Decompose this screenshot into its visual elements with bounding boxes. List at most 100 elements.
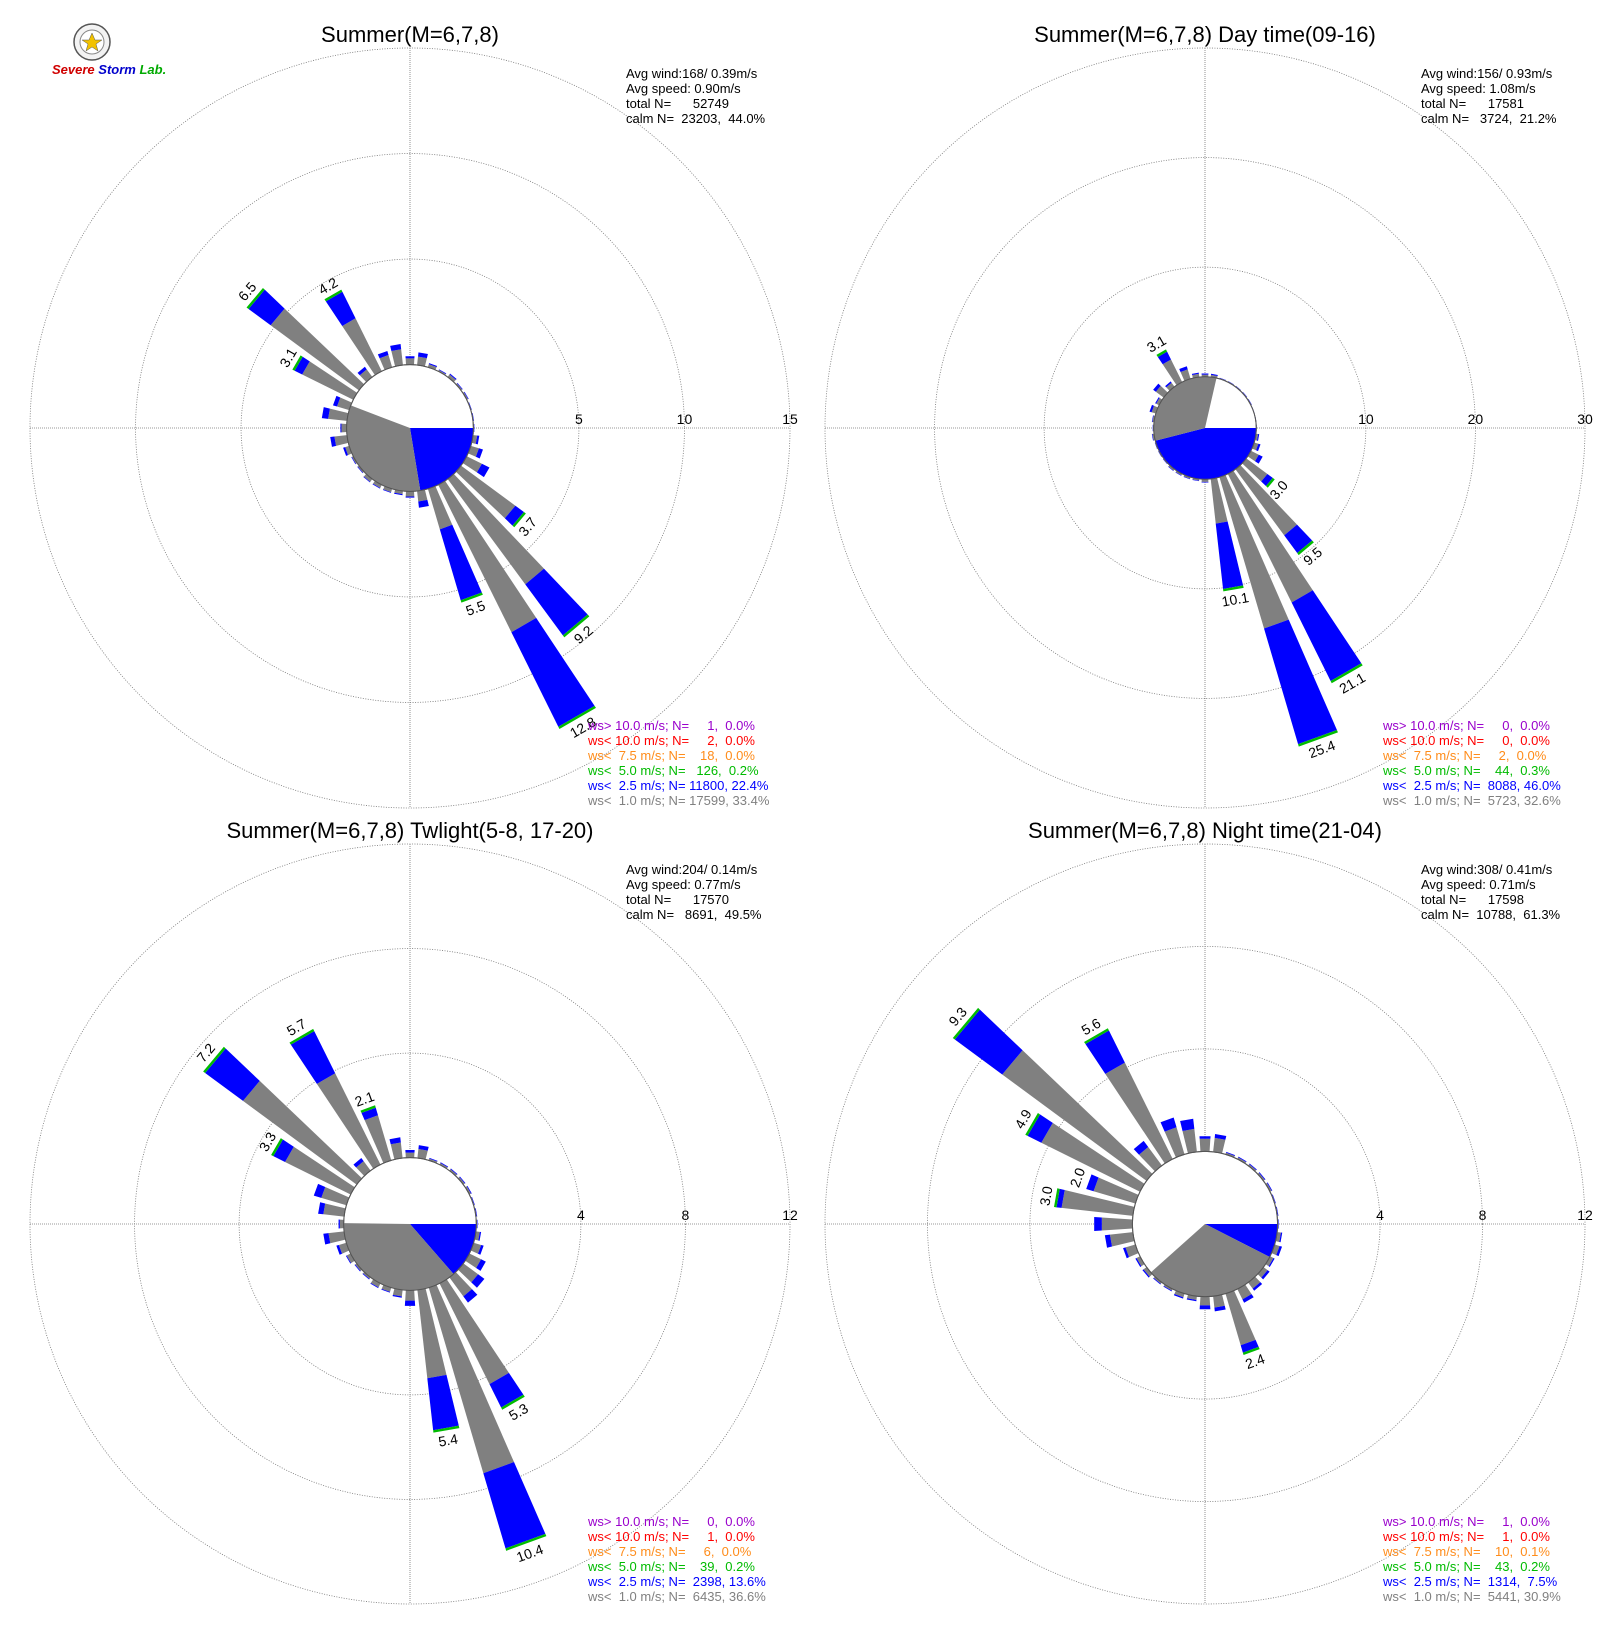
petal-gray-290 bbox=[321, 1186, 350, 1206]
petal-gray-230 bbox=[1143, 1267, 1153, 1277]
petal-blue-270 bbox=[1094, 1217, 1102, 1231]
legend-entry: ws< 7.5 m/s; N= 10, 0.1% bbox=[1382, 1544, 1550, 1559]
petal-blue-60 bbox=[1266, 1182, 1273, 1191]
petal-blue-330 bbox=[325, 291, 356, 326]
stats-line: total N= 17570 bbox=[626, 892, 729, 907]
chart-title: Summer(M=6,7,8) bbox=[321, 22, 499, 47]
petal-blue-70 bbox=[1272, 1194, 1276, 1204]
petal-blue-300 bbox=[273, 1139, 294, 1162]
calm-pie-gray bbox=[343, 1223, 454, 1291]
petal-blue-140 bbox=[1252, 1282, 1263, 1291]
petal-blue-200 bbox=[381, 1288, 391, 1293]
legend-entry: ws< 10.0 m/s; N= 1, 0.0% bbox=[1382, 1529, 1550, 1544]
petal-blue-200 bbox=[382, 489, 392, 493]
legend-entry: ws> 10.0 m/s; N= 0, 0.0% bbox=[1382, 718, 1550, 733]
petal-gray-330 bbox=[1105, 1062, 1173, 1164]
ring-10 bbox=[135, 153, 685, 703]
ring-label: 4 bbox=[577, 1207, 585, 1223]
stats-line: Avg speed: 0.90m/s bbox=[626, 81, 741, 96]
petal-blue-10 bbox=[418, 1145, 429, 1151]
ring-20 bbox=[934, 157, 1476, 699]
petal-gray-200 bbox=[1174, 1290, 1185, 1298]
petal-gray-50 bbox=[455, 383, 463, 391]
ring-30 bbox=[824, 47, 1586, 809]
petal-green-tip-160 bbox=[460, 592, 483, 603]
petal-green-tip-140 bbox=[1297, 540, 1314, 556]
petal-green-tip-310 bbox=[952, 1007, 980, 1040]
petal-blue-290 bbox=[1149, 404, 1154, 413]
petal-blue-120 bbox=[476, 463, 490, 478]
petal-gray-160 bbox=[1219, 474, 1289, 629]
ring-label: 8 bbox=[682, 1207, 690, 1223]
calm-pie-gray bbox=[346, 405, 421, 492]
petal-blue-280 bbox=[1151, 415, 1154, 423]
petal-blue-310 bbox=[954, 1009, 1023, 1075]
petal-blue-190 bbox=[392, 1294, 402, 1298]
logo-text: Severe Storm Lab. bbox=[52, 62, 166, 77]
petal-blue-0 bbox=[405, 356, 415, 359]
petal-gray-210 bbox=[372, 480, 382, 489]
ring-label: 8 bbox=[1479, 1207, 1487, 1223]
petal-blue-20 bbox=[1219, 377, 1226, 381]
petal-gray-30 bbox=[439, 1162, 448, 1169]
petal-gray-150 bbox=[439, 1279, 509, 1385]
petal-gray-320 bbox=[1166, 382, 1175, 391]
petal-green-tip-330 bbox=[289, 1028, 315, 1045]
petal-blue-260 bbox=[323, 1233, 331, 1245]
petal-blue-280 bbox=[1056, 1188, 1065, 1208]
ring-label: 20 bbox=[1468, 411, 1484, 427]
petal-gray-10 bbox=[417, 1148, 428, 1160]
petal-blue-100 bbox=[1256, 433, 1260, 441]
petal-green-tip-160 bbox=[1242, 1346, 1260, 1356]
petal-blue-310 bbox=[1153, 383, 1161, 392]
petal-blue-120 bbox=[476, 1259, 486, 1271]
petal-blue-180 bbox=[404, 1300, 416, 1306]
petal-blue-170 bbox=[1215, 521, 1244, 589]
petal-gray-140 bbox=[1248, 1276, 1261, 1289]
legend-entry: ws< 2.5 m/s; N= 1314, 7.5% bbox=[1382, 1574, 1558, 1589]
petal-blue-20 bbox=[429, 1157, 438, 1162]
ring-10 bbox=[1043, 266, 1367, 590]
legend-entry: ws< 2.5 m/s; N= 11800, 22.4% bbox=[587, 778, 769, 793]
petal-gray-310 bbox=[1002, 1050, 1153, 1181]
petal-blue-140 bbox=[1284, 524, 1313, 554]
petal-blue-230 bbox=[1142, 1269, 1150, 1278]
calm-pie-blue bbox=[1155, 428, 1257, 480]
petal-gray-120 bbox=[462, 456, 482, 473]
petal-green-tip-330 bbox=[324, 289, 343, 302]
petal-blue-50 bbox=[1242, 391, 1248, 398]
petal-blue-20 bbox=[1226, 1151, 1236, 1156]
petal-blue-340 bbox=[1160, 1117, 1177, 1132]
stats-line: total N= 17598 bbox=[1421, 892, 1524, 907]
petal-blue-30 bbox=[438, 369, 447, 374]
stats-line: Avg wind:168/ 0.39m/s bbox=[626, 66, 758, 81]
petal-blue-30 bbox=[440, 1162, 449, 1168]
petal-gray-130 bbox=[1242, 458, 1268, 482]
ring-label: 10 bbox=[1358, 411, 1374, 427]
petal-gray-320 bbox=[1139, 1146, 1162, 1172]
petal-blue-120 bbox=[1255, 454, 1263, 464]
petal-green-tip-330 bbox=[1156, 349, 1168, 357]
petal-blue-240 bbox=[1135, 1257, 1142, 1268]
petal-blue-120 bbox=[1268, 1257, 1275, 1268]
petal-blue-340 bbox=[1179, 366, 1188, 372]
petal-blue-320 bbox=[353, 1157, 364, 1168]
stats-line: Avg wind:308/ 0.41m/s bbox=[1421, 862, 1553, 877]
petal-green-tip-160 bbox=[505, 1533, 547, 1551]
legend-entry: ws< 5.0 m/s; N= 39, 0.2% bbox=[587, 1559, 755, 1574]
ring-15 bbox=[29, 47, 791, 809]
logo-word-severe: Severe bbox=[52, 62, 95, 77]
petal-blue-160 bbox=[1240, 1339, 1259, 1353]
stats-line: calm N= 23203, 44.0% bbox=[626, 111, 766, 126]
petal-gray-150 bbox=[1237, 1284, 1252, 1300]
calm-pie-gray bbox=[1150, 1224, 1270, 1297]
petal-gray-310 bbox=[270, 308, 365, 391]
petal-gray-300 bbox=[1156, 397, 1163, 406]
calm-circle-outline bbox=[346, 364, 474, 492]
petal-blue-230 bbox=[354, 1264, 361, 1272]
petal-gray-300 bbox=[285, 1146, 355, 1195]
petal-gray-280 bbox=[328, 408, 349, 421]
petal-gray-350 bbox=[390, 1142, 403, 1160]
petal-blue-210 bbox=[1163, 1285, 1172, 1292]
